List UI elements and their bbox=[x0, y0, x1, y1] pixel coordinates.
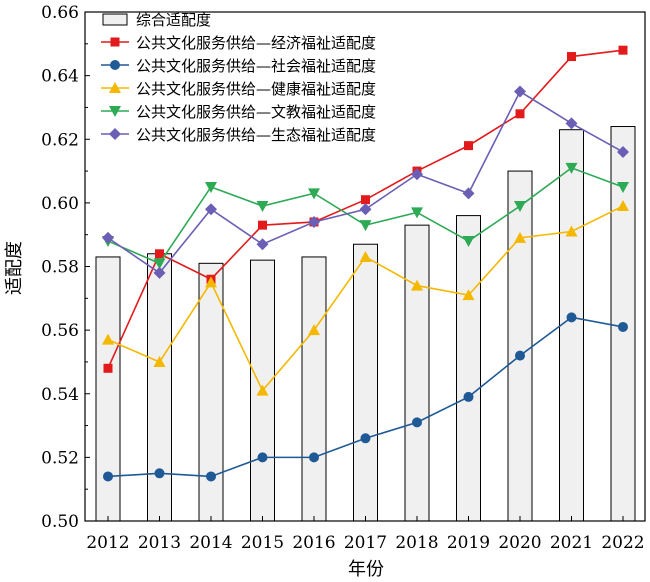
series-5-point-2016 bbox=[308, 215, 320, 228]
bar-2017 bbox=[353, 243, 378, 522]
y-axis-title: 适配度 bbox=[4, 241, 25, 295]
x-tick-label: 2021 bbox=[550, 533, 593, 553]
x-tick-label: 2014 bbox=[189, 533, 232, 553]
legend-label-5: 公共文化服务供给—生态福祉适配度 bbox=[136, 126, 376, 144]
x-tick-label: 2013 bbox=[138, 533, 181, 553]
series-2-point-2012 bbox=[103, 471, 113, 482]
series-3-point-2014 bbox=[205, 276, 217, 288]
series-1-point-2022 bbox=[618, 45, 628, 55]
bar-2021 bbox=[559, 129, 584, 522]
series-2-point-2018 bbox=[412, 417, 422, 428]
legend-swatch-bar bbox=[102, 13, 128, 26]
series-5-point-2014 bbox=[205, 203, 217, 216]
bar-2014 bbox=[198, 262, 224, 522]
series-2-point-2016 bbox=[309, 452, 319, 463]
series-2-point-2017 bbox=[360, 433, 371, 444]
y-axis: 0.50 0.52 0.54 0.56 0.58 0.60 0.62 0.64 0.66 bbox=[41, 3, 90, 532]
y-tick-label: 0.58 bbox=[41, 258, 79, 278]
x-axis: 2012 2013 2014 2015 2016 2017 2018 2019 2020 2021… bbox=[86, 516, 645, 553]
series-4-point-2013 bbox=[153, 258, 166, 270]
legend-label-2: 公共文化服务供给—社会福祉适配度 bbox=[136, 57, 376, 75]
series-5-point-2015 bbox=[256, 238, 269, 251]
legend-swatch-marker-1 bbox=[110, 37, 120, 47]
series-5-point-2013 bbox=[153, 266, 166, 279]
series-2-point-2019 bbox=[463, 391, 474, 402]
series-2-point-2013 bbox=[154, 468, 165, 479]
legend-label-3: 公共文化服务供给—健康福祉适配度 bbox=[136, 80, 376, 98]
x-tick-label: 2012 bbox=[86, 533, 129, 553]
y-tick-label: 0.62 bbox=[41, 130, 79, 150]
series-3-point-2021 bbox=[565, 225, 578, 237]
series-1-point-2019 bbox=[464, 141, 473, 151]
series-4-point-2019 bbox=[462, 236, 475, 248]
x-tick-label: 2016 bbox=[292, 533, 335, 553]
y-tick-label: 0.54 bbox=[41, 385, 79, 405]
series-3-point-2022 bbox=[617, 200, 629, 212]
legend-swatch-marker-2 bbox=[110, 60, 120, 70]
legend-swatch-marker-5 bbox=[109, 128, 121, 140]
series-1-point-2015 bbox=[258, 220, 267, 230]
y-tick-label: 0.64 bbox=[41, 67, 79, 87]
series-2-point-2021 bbox=[566, 312, 577, 323]
series-1-point-2012 bbox=[103, 363, 113, 373]
series-5-point-2022 bbox=[617, 145, 629, 158]
series-2-point-2015 bbox=[257, 452, 268, 463]
series-1-point-2017 bbox=[361, 195, 370, 205]
bar-2018 bbox=[404, 224, 430, 522]
series-2-point-2014 bbox=[206, 471, 216, 482]
bars-layer bbox=[95, 126, 636, 522]
series-1-point-2020 bbox=[515, 109, 525, 119]
legend-swatch-marker-3 bbox=[109, 82, 121, 93]
series-5-point-2019 bbox=[462, 187, 475, 200]
lines-layer bbox=[102, 45, 629, 482]
series-2-point-2020 bbox=[515, 350, 525, 361]
series-3-point-2019 bbox=[462, 289, 475, 301]
legend-label-1: 公共文化服务供给—经济福祉适配度 bbox=[136, 34, 376, 52]
series-4-point-2014 bbox=[205, 181, 217, 193]
series-3-point-2017 bbox=[359, 250, 372, 262]
series-4-point-2022 bbox=[617, 181, 629, 193]
legend-swatch-marker-4 bbox=[109, 106, 121, 117]
series-3-point-2013 bbox=[153, 355, 166, 367]
series-5-point-2020 bbox=[514, 85, 526, 98]
series-3-point-2016 bbox=[308, 324, 320, 336]
bar-2013 bbox=[147, 253, 172, 522]
bar-2016 bbox=[301, 256, 327, 522]
x-tick-label: 2015 bbox=[241, 533, 284, 553]
series-3-point-2015 bbox=[256, 384, 269, 396]
x-tick-label: 2018 bbox=[395, 533, 438, 553]
legend-label-4: 公共文化服务供给—文教福祉适配度 bbox=[136, 103, 376, 121]
series-5-point-2012 bbox=[102, 231, 114, 244]
bar-2019 bbox=[456, 215, 481, 522]
bar-2020 bbox=[507, 170, 533, 522]
x-tick-label: 2020 bbox=[498, 533, 541, 553]
y-tick-label: 0.66 bbox=[41, 3, 79, 23]
y-tick-label: 0.52 bbox=[41, 448, 79, 468]
series-4-point-2018 bbox=[411, 207, 423, 219]
series-3-point-2012 bbox=[102, 333, 114, 345]
series-3-point-2020 bbox=[514, 231, 526, 243]
series-5-point-2018 bbox=[411, 168, 423, 181]
series-1-point-2021 bbox=[567, 52, 576, 62]
series-5-point-2021 bbox=[565, 117, 578, 130]
y-tick-label: 0.60 bbox=[41, 194, 79, 214]
series-3-point-2018 bbox=[411, 279, 423, 291]
series-4-point-2016 bbox=[308, 188, 320, 200]
series-4-point-2015 bbox=[256, 201, 269, 213]
legend: 综合适配度公共文化服务供给—经济福祉适配度公共文化服务供给—社会福祉适配度公共文… bbox=[101, 11, 376, 144]
series-5-point-2017 bbox=[359, 203, 372, 216]
y-tick-label: 0.50 bbox=[41, 512, 79, 532]
series-2-point-2022 bbox=[618, 321, 628, 332]
x-tick-label: 2022 bbox=[601, 533, 644, 553]
x-tick-label: 2017 bbox=[344, 533, 387, 553]
legend-label-bar: 综合适配度 bbox=[136, 11, 211, 29]
x-axis-title: 年份 bbox=[348, 559, 384, 580]
x-tick-label: 2019 bbox=[447, 533, 490, 553]
series-4-point-2017 bbox=[359, 220, 372, 232]
series-4-point-2021 bbox=[565, 162, 578, 174]
series-1-point-2013 bbox=[155, 249, 164, 259]
series-4-point-2020 bbox=[514, 201, 526, 213]
y-tick-label: 0.56 bbox=[41, 321, 79, 341]
